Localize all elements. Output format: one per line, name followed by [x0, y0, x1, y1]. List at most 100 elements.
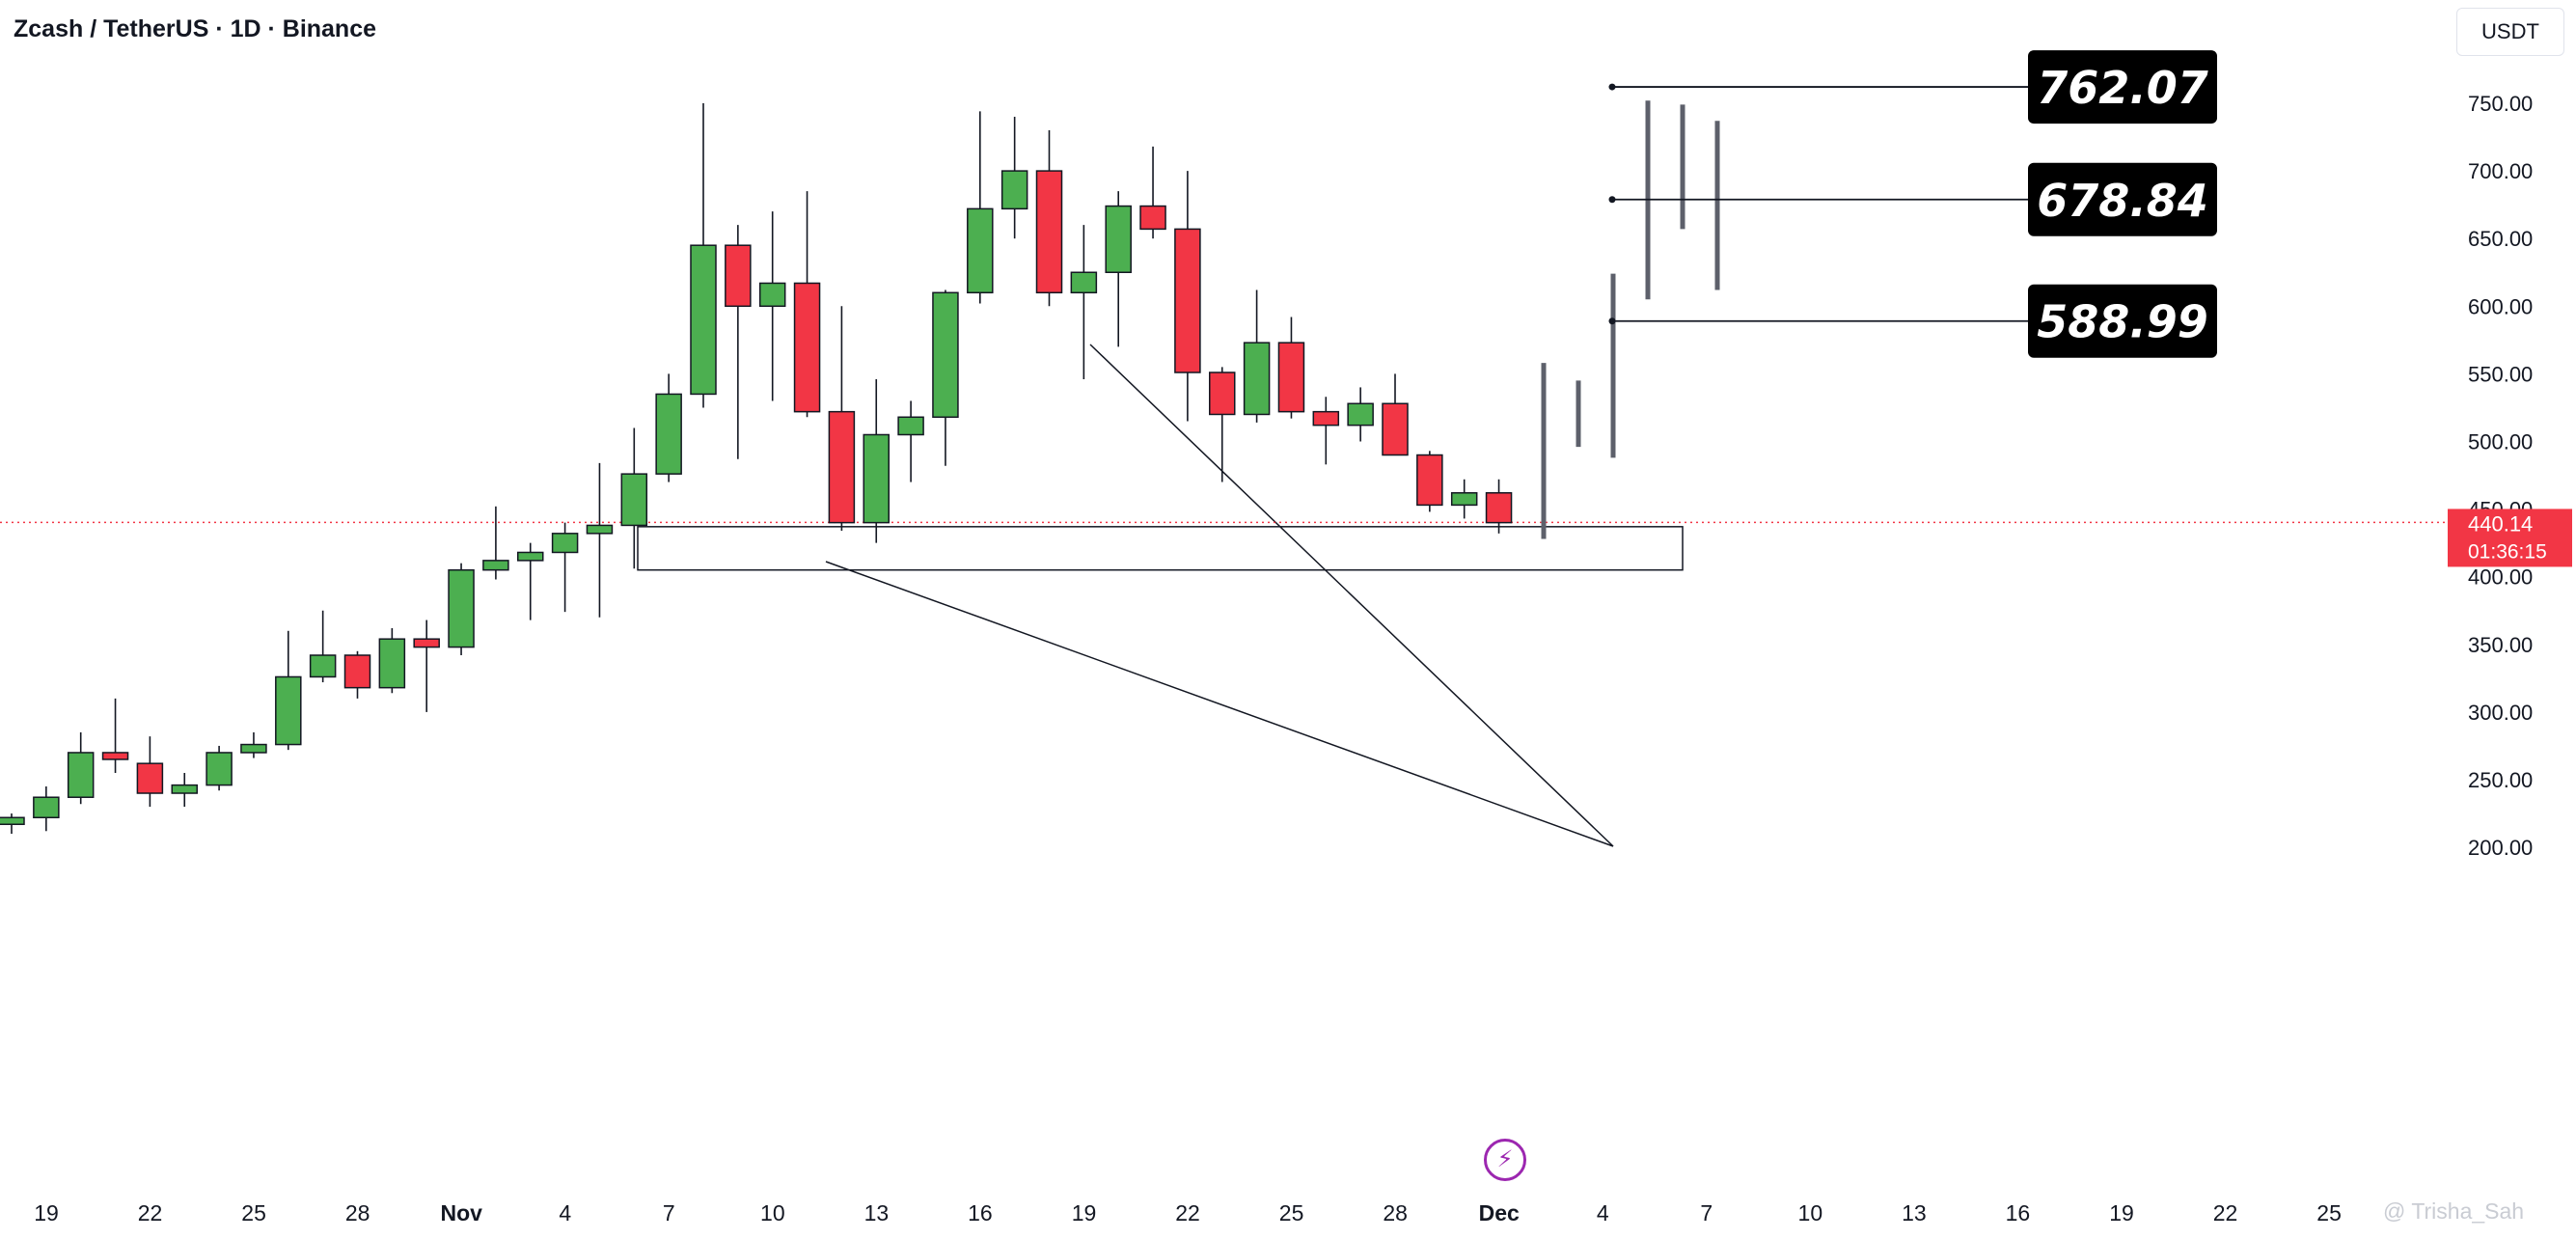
y-tick-label: 750.00	[2468, 92, 2533, 116]
candle-body-down	[413, 638, 440, 648]
candle-body-up	[0, 816, 25, 826]
candle	[1209, 367, 1236, 482]
candle-body-up	[932, 291, 959, 419]
target-badge	[2028, 50, 2217, 124]
candle-body-down	[1139, 205, 1166, 231]
y-tick-label: 650.00	[2468, 227, 2533, 251]
candle-body-down	[1485, 492, 1513, 524]
candle	[1347, 387, 1374, 442]
x-tick-label: 19	[1072, 1200, 1097, 1225]
target-level: 762.07	[1608, 50, 2217, 124]
candle-body-up	[586, 524, 614, 535]
candle-body-down	[136, 762, 164, 794]
candle-body-up	[517, 551, 544, 562]
candle	[967, 111, 994, 304]
candle	[1450, 479, 1478, 519]
candle-body-up	[448, 568, 475, 648]
candle	[551, 522, 579, 613]
price-label-box	[2448, 509, 2572, 567]
x-tick-label: 22	[2213, 1200, 2238, 1225]
target-value: 678.84	[2037, 175, 2208, 227]
candle-body-up	[378, 638, 406, 689]
candle-body-up	[482, 560, 509, 571]
x-tick-label: 19	[34, 1200, 59, 1225]
y-tick-label: 700.00	[2468, 159, 2533, 183]
candle	[101, 698, 129, 773]
candle-body-up	[240, 743, 267, 754]
candle	[793, 191, 821, 418]
candle	[517, 542, 544, 620]
candle-body-up	[655, 393, 682, 475]
candle	[0, 813, 25, 835]
x-tick-label: 19	[2109, 1200, 2134, 1225]
candle-body-up	[33, 796, 60, 819]
candle-body-down	[828, 410, 856, 524]
x-tick-label: 13	[864, 1200, 890, 1225]
y-tick-label: 350.00	[2468, 633, 2533, 657]
support-zone	[637, 526, 1684, 571]
candle	[206, 745, 233, 791]
candle	[309, 610, 337, 683]
candle	[932, 289, 959, 466]
x-axis[interactable]: 19 22 25 28 Nov 4 7 10 13 16 19 22 25 28 Dec 4 7 10 13 16 19…	[34, 1200, 2342, 1225]
x-tick-label: 4	[1597, 1200, 1609, 1225]
x-tick-label: 10	[760, 1200, 785, 1225]
candle-body-up	[309, 654, 337, 678]
candle-body-up	[967, 207, 994, 294]
x-tick-label: 16	[2006, 1200, 2031, 1225]
candle	[1416, 451, 1443, 512]
candle-body-up	[1000, 170, 1028, 210]
candle	[828, 306, 856, 532]
x-tick-label: Dec	[1479, 1200, 1520, 1225]
candle	[378, 627, 406, 694]
candle	[1277, 317, 1305, 419]
candle-body-up	[1105, 205, 1132, 273]
y-tick-label: 400.00	[2468, 565, 2533, 590]
candle-body-up	[863, 433, 890, 524]
x-tick-label: 25	[1279, 1200, 1304, 1225]
candle	[67, 731, 95, 805]
target-level: 588.99	[1608, 284, 2217, 358]
candle	[136, 736, 164, 808]
author-watermark: @ Trisha_Sah	[2383, 1198, 2525, 1224]
candle	[620, 427, 648, 569]
y-axis[interactable]: 200.00250.00300.00350.00400.00450.00500.…	[2468, 0, 2533, 860]
y-tick-label: 550.00	[2468, 362, 2533, 386]
targets-layer: 762.07 678.84 588.99	[1608, 50, 2217, 358]
currency-button[interactable]: USDT	[2456, 8, 2564, 56]
candle	[33, 786, 60, 832]
candle	[758, 211, 786, 401]
current-price-label: 440.14 01:36:15	[2448, 509, 2572, 567]
drawings-layer	[0, 344, 2447, 847]
x-tick-label: 4	[559, 1200, 571, 1225]
candle-body-down	[793, 282, 821, 413]
candle-body-down	[1209, 372, 1236, 416]
candle-body-down	[1277, 342, 1305, 413]
chart-title: Zcash / TetherUS · 1D · Binance	[14, 15, 377, 42]
target-level: 678.84	[1608, 162, 2217, 236]
target-value: 762.07	[2037, 62, 2208, 114]
candle	[171, 772, 198, 808]
candles-layer	[0, 103, 1513, 835]
x-tick-label: 22	[1175, 1200, 1200, 1225]
x-tick-label: 16	[968, 1200, 993, 1225]
candle-body-down	[725, 244, 752, 308]
x-tick-label: 25	[2316, 1200, 2342, 1225]
candle-body-up	[620, 473, 648, 527]
target-badge	[2028, 162, 2217, 236]
x-tick-label: 25	[241, 1200, 266, 1225]
candle	[655, 373, 682, 482]
candle	[1070, 225, 1098, 380]
x-tick-label: 10	[1798, 1200, 1823, 1225]
y-tick-label: 600.00	[2468, 294, 2533, 318]
candle	[240, 731, 267, 758]
candle	[863, 379, 890, 543]
x-tick-label: 7	[1700, 1200, 1713, 1225]
y-tick-label: 300.00	[2468, 701, 2533, 725]
lightning-icon[interactable]: ⚡	[1484, 1139, 1526, 1181]
candle	[725, 225, 752, 459]
candle	[586, 462, 614, 618]
candle-body-up	[171, 784, 198, 794]
candle-body-up	[1450, 492, 1478, 507]
